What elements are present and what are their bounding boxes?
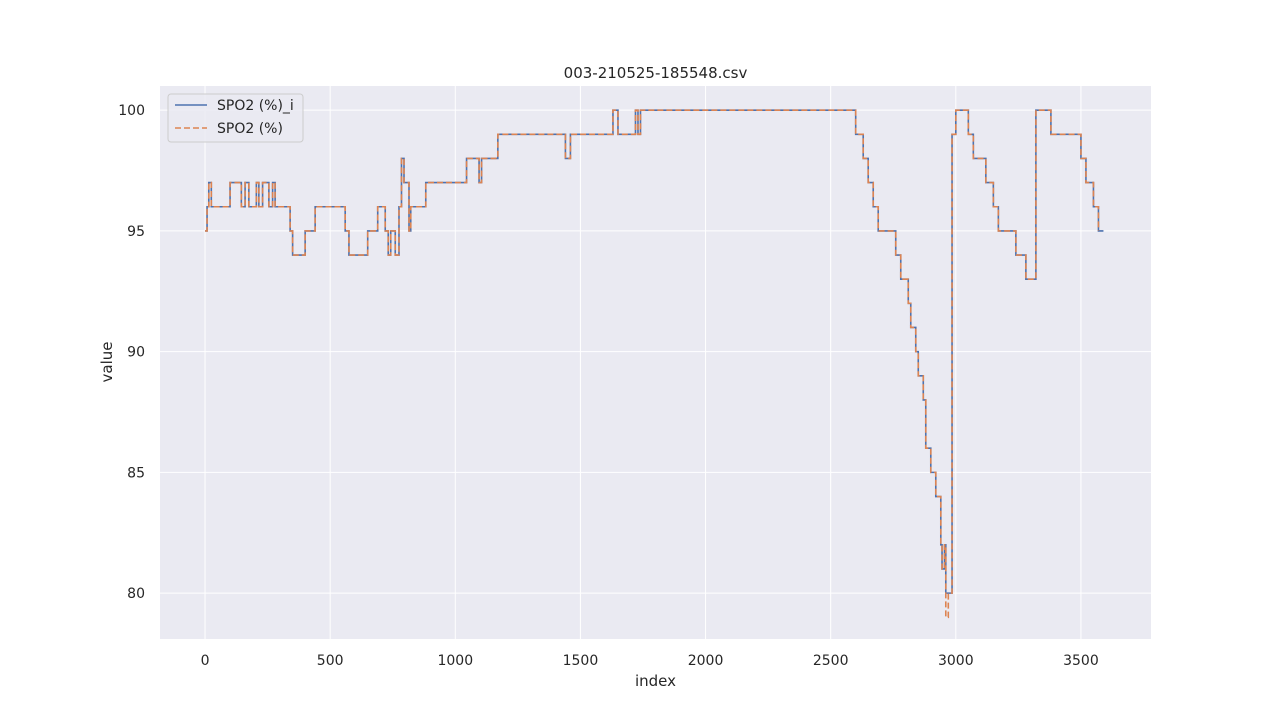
y-tick-label: 85 (127, 465, 145, 481)
x-tick-label: 2500 (813, 653, 849, 669)
y-tick-label: 95 (127, 224, 145, 240)
legend-label-series-2: SPO2 (%) (217, 121, 283, 137)
y-tick-label: 80 (127, 586, 145, 602)
legend: SPO2 (%)_i SPO2 (%) (167, 93, 304, 143)
series-lines (205, 109, 1104, 619)
y-tick-label: 100 (118, 103, 145, 119)
chart-title: 003-210525-185548.csv (564, 64, 748, 82)
tick-labels: 0 500 1000 1500 2000 2500 3000 3500 80 85 90 95 100 (118, 103, 1098, 669)
x-tick-label: 3500 (1063, 653, 1099, 669)
x-tick-label: 1000 (437, 653, 473, 669)
y-axis-label: value (98, 342, 116, 383)
x-tick-label: 0 (201, 653, 210, 669)
legend-label-series-1: SPO2 (%)_i (217, 98, 294, 114)
x-tick-label: 2000 (688, 653, 724, 669)
x-tick-label: 500 (317, 653, 344, 669)
x-tick-label: 3000 (938, 653, 974, 669)
grid (160, 86, 1151, 639)
legend-box (167, 93, 304, 143)
x-tick-label: 1500 (563, 653, 599, 669)
plot-area (160, 86, 1151, 639)
series-line-2 (205, 109, 1100, 619)
x-axis-label: index (635, 672, 676, 690)
y-tick-label: 90 (127, 345, 145, 361)
